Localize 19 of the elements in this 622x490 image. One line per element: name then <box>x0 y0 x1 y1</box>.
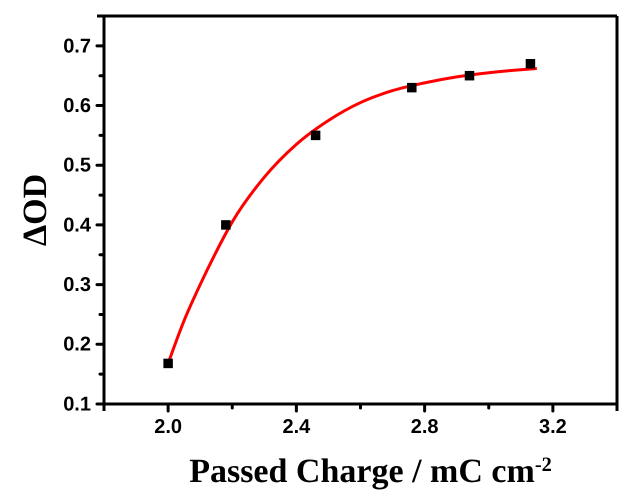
x-tick-label: 2.4 <box>282 416 312 438</box>
y-tick-label: 0.7 <box>63 35 91 58</box>
y-tick-label: 0.2 <box>63 334 91 356</box>
y-axis-title: ΔOD <box>17 174 54 246</box>
x-tick-label: 2.0 <box>154 416 182 438</box>
point <box>163 358 173 368</box>
point <box>526 59 536 68</box>
y-tick-label: 0.4 <box>63 214 92 236</box>
x-tick-label: 2.8 <box>410 416 439 438</box>
y-tick-label: 0.5 <box>63 154 91 177</box>
point <box>464 70 474 80</box>
y-tick-label: 0.6 <box>63 94 91 117</box>
point <box>221 220 231 230</box>
y-tick-label: 0.3 <box>63 274 91 296</box>
x-axis-title: Passed Charge / mC cm$^{-2}$ <box>189 453 552 490</box>
point <box>310 130 320 140</box>
y-tick-label: 0.1 <box>63 393 91 416</box>
point <box>407 82 417 92</box>
x-tick-label: 3.2 <box>538 416 567 438</box>
